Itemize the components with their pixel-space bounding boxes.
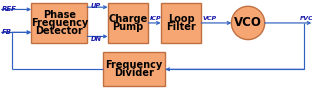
Text: Charge: Charge [108, 14, 148, 24]
FancyBboxPatch shape [108, 3, 148, 43]
Text: Detector: Detector [35, 26, 83, 36]
FancyBboxPatch shape [31, 3, 87, 43]
Text: Phase: Phase [43, 10, 76, 20]
Text: Divider: Divider [114, 68, 154, 78]
Text: FB: FB [2, 29, 12, 35]
Text: VCP: VCP [203, 15, 217, 21]
Text: Filter: Filter [166, 22, 196, 32]
Text: DN: DN [90, 36, 101, 42]
Text: VCO: VCO [234, 16, 262, 29]
FancyBboxPatch shape [161, 3, 201, 43]
Text: Loop: Loop [168, 14, 194, 24]
Text: FVCO: FVCO [300, 15, 312, 21]
Text: Frequency: Frequency [105, 60, 163, 70]
Text: ICP: ICP [150, 15, 161, 21]
Text: Pump: Pump [112, 22, 144, 32]
Text: Frequency: Frequency [31, 18, 88, 28]
FancyBboxPatch shape [103, 52, 165, 86]
Ellipse shape [232, 6, 265, 40]
Text: UP: UP [90, 3, 101, 9]
Text: REF: REF [2, 6, 17, 12]
